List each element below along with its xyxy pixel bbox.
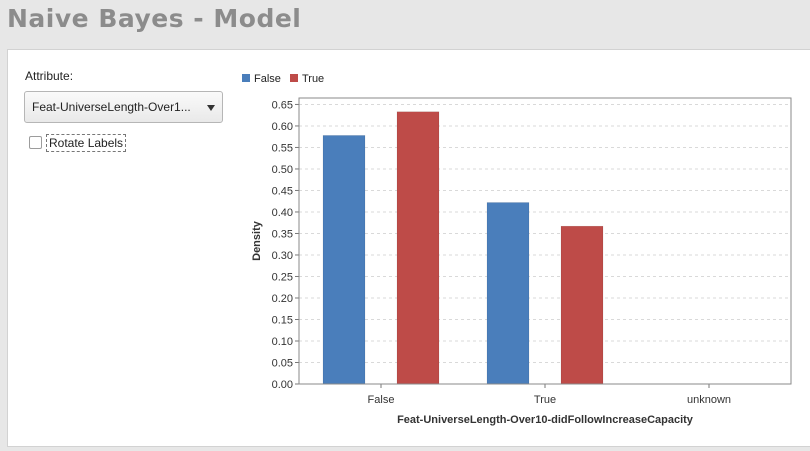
y-tick-label: 0.10 bbox=[272, 336, 293, 348]
y-tick-label: 0.00 bbox=[272, 379, 293, 391]
bar-false-false bbox=[322, 135, 366, 385]
model-panel: Attribute: Feat-UniverseLength-Over1... … bbox=[7, 49, 810, 447]
density-bar-chart: 0.00 0.05 0.10 0.15 0.20 0.25 0.30 0.35 0.40 0.45… bbox=[251, 97, 792, 426]
y-tick-label: 0.15 bbox=[272, 314, 293, 326]
legend-item-true: True bbox=[289, 73, 325, 85]
y-tick-label: 0.35 bbox=[272, 228, 293, 240]
chart-legend: False True bbox=[242, 73, 330, 85]
bar-true-true bbox=[560, 225, 604, 385]
legend-swatch-false bbox=[242, 74, 250, 82]
y-axis-label: Density bbox=[251, 220, 263, 261]
y-tick-label: 0.25 bbox=[272, 271, 293, 283]
y-tick-label: 0.45 bbox=[272, 185, 293, 197]
attribute-select-value: Feat-UniverseLength-Over1... bbox=[32, 100, 191, 114]
plot-border bbox=[298, 97, 792, 385]
y-tick-label: 0.40 bbox=[272, 207, 293, 219]
legend-item-false: False bbox=[242, 73, 281, 85]
page-title: Naive Bayes - Model bbox=[7, 4, 302, 33]
chevron-down-icon bbox=[207, 105, 215, 111]
rotate-labels-checkbox[interactable] bbox=[29, 136, 42, 149]
y-tick-label: 0.60 bbox=[272, 121, 293, 133]
y-tick-label: 0.30 bbox=[272, 250, 293, 262]
rotate-labels-label: Rotate Labels bbox=[46, 134, 127, 152]
legend-label-false: False bbox=[254, 73, 281, 85]
bar-false-true bbox=[486, 202, 530, 385]
legend-label-true: True bbox=[301, 73, 325, 85]
y-tick-label: 0.55 bbox=[272, 142, 293, 154]
attribute-select[interactable]: Feat-UniverseLength-Over1... bbox=[24, 91, 223, 123]
y-tick-label: 0.50 bbox=[272, 164, 293, 176]
y-tick-label: 0.20 bbox=[272, 293, 293, 305]
y-tick-label: 0.05 bbox=[272, 357, 293, 369]
attribute-label: Attribute: bbox=[25, 69, 74, 83]
x-axis-label: Feat-UniverseLength-Over10-didFollowIncr… bbox=[397, 414, 694, 426]
x-tick-label: False bbox=[368, 394, 395, 406]
x-tick-label: unknown bbox=[687, 394, 731, 406]
legend-swatch-true bbox=[289, 74, 298, 82]
y-tick-label: 0.65 bbox=[272, 99, 293, 111]
x-tick-label: True bbox=[534, 394, 556, 406]
plot-area bbox=[299, 98, 791, 384]
bar-true-false bbox=[396, 111, 440, 385]
